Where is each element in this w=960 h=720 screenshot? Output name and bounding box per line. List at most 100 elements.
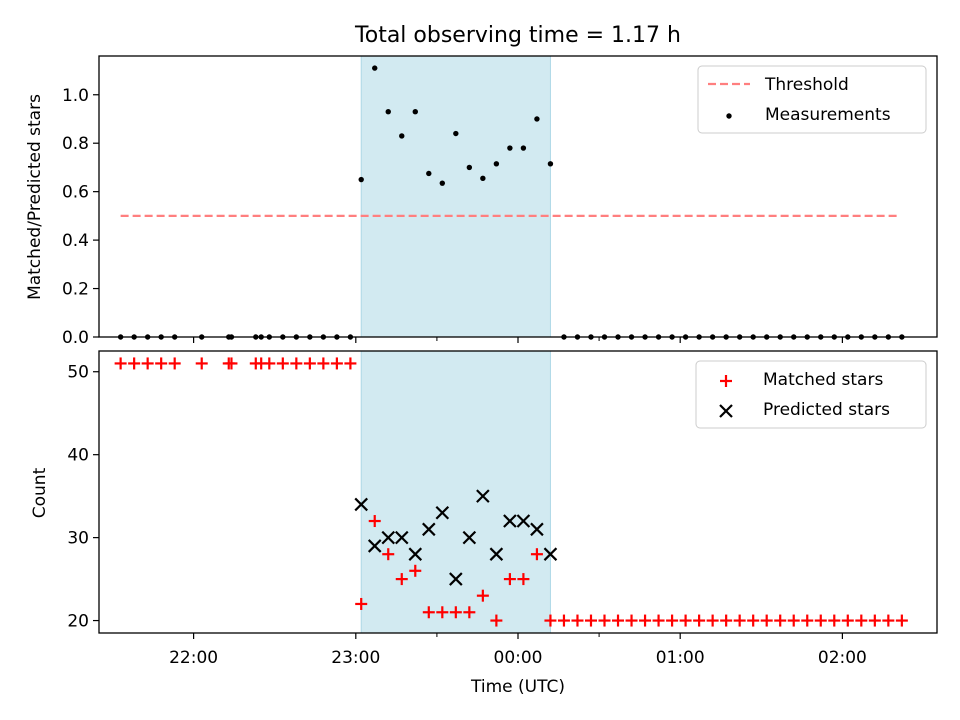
matched-star-point: [463, 606, 476, 619]
legend-predicted-swatch: [719, 404, 733, 418]
matched-star-point: [195, 357, 208, 370]
count-legend: Matched stars Predicted stars: [695, 360, 927, 429]
matched-star-point: [693, 614, 706, 627]
y-tick-label: 0.8: [62, 134, 89, 154]
matched-star-point: [395, 573, 408, 586]
matched-star-point: [895, 614, 908, 627]
count-highlight-span: [360, 350, 551, 634]
predicted-star-point: [462, 530, 477, 545]
predicted-star-point: [516, 514, 531, 528]
matched-star-point: [155, 357, 168, 370]
matched-star-point: [733, 614, 746, 627]
matched-star-point: [517, 573, 530, 586]
measurement-point: [507, 145, 513, 151]
matched-star-point: [530, 548, 543, 561]
matched-star-point: [855, 614, 868, 627]
matched-star-point: [303, 357, 316, 370]
ratio-panel: 0.0 0.2 0.4 0.6 0.8 1.0 Matched/Predicted sta…: [25, 55, 938, 348]
matched-star-point: [476, 589, 489, 602]
matched-star-point: [841, 614, 854, 627]
count-y-ticks: 20 30 40 50: [67, 363, 99, 632]
predicted-star-point: [489, 547, 504, 561]
predicted-star-point: [394, 530, 409, 545]
predicted-star-point: [543, 547, 558, 561]
matched-star-point: [652, 614, 665, 627]
measurement-point: [426, 170, 432, 177]
chart-title: Total observing time = 1.17 h: [354, 23, 681, 48]
matched-star-point: [598, 614, 611, 627]
ratio-y-label: Matched/Predicted stars: [25, 94, 45, 300]
predicted-star-point: [503, 514, 517, 528]
ratio-x-ticks: [193, 337, 843, 343]
matched-star-point: [355, 597, 368, 610]
matched-star-point: [584, 614, 597, 627]
y-tick-label: 50: [67, 363, 89, 383]
measurement-point: [480, 175, 486, 182]
matched-star-point: [679, 614, 692, 627]
y-tick-label: 1.0: [62, 86, 89, 106]
matched-star-point: [882, 614, 895, 627]
measurement-point: [547, 161, 554, 167]
measurement-point: [412, 109, 418, 115]
predicted-star-point: [381, 530, 396, 545]
predicted-star-point: [422, 522, 436, 537]
predicted-star-point: [530, 522, 544, 537]
matched-star-point: [557, 614, 570, 627]
x-tick-label: 22:00: [169, 648, 218, 668]
matched-star-point: [344, 357, 357, 370]
matched-star-point: [774, 614, 787, 627]
matched-star-point: [263, 357, 276, 370]
matched-star-point: [382, 548, 395, 561]
matched-star-point: [666, 614, 679, 627]
measurement-point: [466, 164, 473, 171]
measurement-point: [385, 109, 391, 115]
legend-matched-swatch: [720, 375, 732, 387]
matched-star-point: [747, 614, 760, 627]
matched-star-point: [503, 573, 516, 586]
matched-star-point: [409, 564, 422, 577]
measurement-point: [520, 145, 527, 151]
count-panel: 20 30 40 50 22:00 23:00 00:00 01:00 02:00 Count…: [30, 350, 938, 697]
y-tick-label: 40: [67, 446, 89, 466]
measurement-point: [453, 130, 459, 137]
measurement-point: [493, 161, 500, 167]
matched-star-point: [720, 614, 733, 627]
ratio-y-ticks: 0.0 0.2 0.4 0.6 0.8 1.0: [62, 86, 99, 348]
matched-star-point: [760, 614, 773, 627]
matched-star-point: [422, 606, 435, 619]
matched-star-point: [706, 614, 719, 627]
matched-star-point: [625, 614, 638, 627]
matched-star-point: [114, 357, 127, 370]
count-y-label: Count: [30, 467, 50, 518]
measurement-point: [399, 133, 405, 139]
measurement-point: [439, 180, 446, 186]
x-tick-label: 01:00: [656, 648, 705, 668]
predicted-star-point: [408, 547, 423, 561]
matched-star-point: [276, 357, 289, 370]
predicted-star-point: [354, 497, 368, 512]
matched-star-point: [436, 606, 449, 619]
y-tick-label: 30: [67, 529, 89, 549]
measurement-point: [372, 65, 378, 71]
x-axis-label: Time (UTC): [470, 677, 565, 697]
matched-star-point: [368, 515, 381, 528]
y-tick-label: 0.0: [62, 328, 89, 348]
matched-star-point: [290, 357, 303, 370]
legend-threshold-label: Threshold: [764, 75, 849, 95]
matched-star-point: [490, 614, 503, 627]
matched-star-point: [814, 614, 827, 627]
ratio-highlight-span: [360, 55, 551, 338]
matched-star-point: [612, 614, 625, 627]
matched-star-points: [114, 357, 908, 627]
predicted-star-points: [354, 489, 558, 586]
count-x-ticks: 22:00 23:00 00:00 01:00 02:00: [169, 633, 867, 668]
y-tick-label: 0.4: [62, 231, 89, 251]
matched-star-point: [168, 357, 181, 370]
y-tick-label: 0.2: [62, 280, 89, 300]
y-tick-label: 20: [67, 612, 89, 632]
predicted-star-point: [449, 572, 463, 586]
matched-star-point: [544, 614, 557, 627]
measurement-point: [534, 116, 540, 122]
x-tick-label: 00:00: [494, 648, 543, 668]
